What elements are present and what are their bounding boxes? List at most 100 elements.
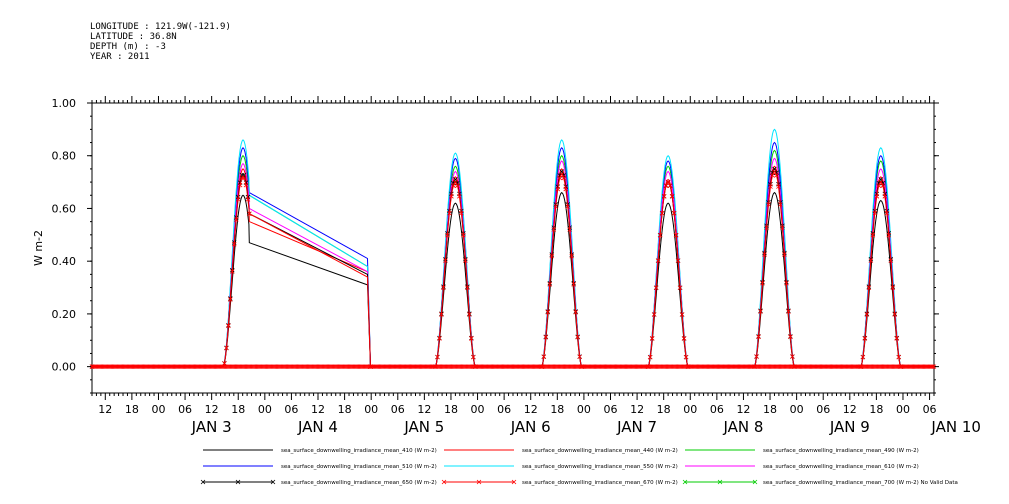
series-marker-670 bbox=[659, 210, 665, 216]
x-tick-label: 00 bbox=[896, 403, 910, 416]
baseline-marker bbox=[417, 364, 423, 369]
legend-marker-670 bbox=[476, 479, 482, 485]
baseline-marker bbox=[261, 364, 266, 369]
series-marker-670 bbox=[555, 186, 561, 192]
baseline-marker bbox=[600, 364, 605, 369]
baseline-marker bbox=[671, 364, 676, 369]
baseline-marker bbox=[609, 364, 614, 369]
baseline-marker bbox=[217, 364, 222, 369]
baseline-marker bbox=[362, 364, 367, 369]
baseline-marker bbox=[324, 364, 330, 369]
baseline-marker bbox=[871, 364, 877, 369]
series-marker-670 bbox=[766, 202, 771, 207]
series-marker-670 bbox=[567, 227, 573, 232]
baseline-marker bbox=[673, 364, 679, 369]
baseline-marker bbox=[822, 364, 827, 369]
baseline-marker bbox=[263, 364, 269, 369]
baseline-marker bbox=[629, 364, 634, 369]
baseline-marker bbox=[350, 364, 355, 369]
baseline-marker bbox=[852, 364, 857, 369]
baseline-marker bbox=[742, 364, 747, 369]
baseline-marker bbox=[926, 364, 931, 369]
baseline-marker bbox=[706, 364, 712, 369]
baseline-marker bbox=[830, 364, 836, 369]
baseline-marker bbox=[681, 364, 686, 369]
baseline-marker bbox=[373, 364, 378, 369]
baseline-marker bbox=[762, 364, 767, 369]
series-marker-670 bbox=[754, 354, 759, 359]
x-date-label: JAN 4 bbox=[297, 418, 338, 436]
baseline-marker bbox=[908, 364, 913, 369]
baseline-marker bbox=[743, 364, 748, 369]
baseline-marker bbox=[257, 364, 262, 369]
baseline-marker bbox=[594, 364, 600, 369]
legend-marker-700 bbox=[752, 479, 758, 485]
baseline-marker bbox=[281, 364, 286, 369]
baseline-marker bbox=[747, 364, 753, 369]
baseline-marker bbox=[282, 364, 287, 369]
baseline-marker bbox=[100, 364, 106, 369]
baseline-marker bbox=[402, 364, 407, 369]
baseline-marker bbox=[175, 364, 180, 369]
baseline-marker bbox=[260, 364, 265, 369]
baseline-marker bbox=[668, 364, 673, 369]
baseline-marker bbox=[375, 364, 381, 369]
x-tick-label: 00 bbox=[364, 403, 378, 416]
baseline-marker bbox=[695, 364, 701, 369]
baseline-marker bbox=[906, 364, 911, 369]
baseline-marker bbox=[199, 364, 204, 369]
baseline-marker bbox=[305, 364, 311, 369]
baseline-marker bbox=[481, 364, 487, 369]
baseline-marker bbox=[715, 364, 721, 369]
baseline-marker bbox=[147, 364, 152, 369]
baseline-marker bbox=[820, 364, 826, 369]
baseline-marker bbox=[664, 364, 670, 369]
baseline-marker bbox=[805, 364, 810, 369]
baseline-marker bbox=[366, 364, 372, 369]
baseline-marker bbox=[698, 364, 703, 369]
baseline-marker bbox=[293, 364, 299, 369]
baseline-marker bbox=[553, 364, 559, 369]
y-tick-label: 0.40 bbox=[52, 255, 77, 268]
baseline-marker bbox=[186, 364, 191, 369]
baseline-marker bbox=[709, 364, 714, 369]
baseline-marker bbox=[597, 364, 602, 369]
x-tick-label: 18 bbox=[550, 403, 564, 416]
baseline-marker bbox=[764, 364, 769, 369]
baseline-marker bbox=[506, 364, 511, 369]
baseline-marker bbox=[447, 364, 453, 369]
baseline-marker bbox=[127, 364, 132, 369]
baseline-marker bbox=[335, 364, 341, 369]
baseline-marker bbox=[741, 364, 746, 369]
series-marker-670 bbox=[868, 258, 874, 263]
baseline-marker bbox=[767, 364, 773, 369]
baseline-marker bbox=[440, 364, 446, 369]
y-tick-label: 1.00 bbox=[52, 97, 77, 110]
x-tick-label: 06 bbox=[178, 403, 192, 416]
baseline-marker bbox=[604, 364, 610, 369]
baseline-marker bbox=[277, 364, 282, 369]
baseline-marker bbox=[623, 364, 629, 369]
baseline-marker bbox=[631, 364, 636, 369]
baseline-marker bbox=[136, 364, 141, 369]
series-marker-670 bbox=[655, 258, 661, 263]
series-marker-670 bbox=[894, 336, 900, 341]
baseline-marker bbox=[439, 364, 445, 369]
baseline-marker bbox=[395, 364, 400, 369]
baseline-marker bbox=[150, 364, 156, 369]
baseline-marker bbox=[238, 364, 243, 369]
series-marker-670 bbox=[467, 312, 472, 317]
baseline-marker bbox=[376, 364, 382, 369]
baseline-marker bbox=[331, 364, 336, 369]
series-marker-670 bbox=[575, 334, 580, 340]
baseline-marker bbox=[877, 364, 882, 369]
baseline-marker bbox=[195, 364, 200, 369]
baseline-marker bbox=[425, 364, 430, 369]
baseline-marker bbox=[387, 364, 393, 369]
baseline-marker bbox=[509, 364, 515, 369]
baseline-marker bbox=[775, 364, 780, 369]
baseline-marker bbox=[124, 364, 129, 369]
baseline-marker bbox=[570, 364, 576, 369]
legend-marker-670 bbox=[511, 479, 517, 485]
baseline-marker bbox=[522, 364, 528, 369]
